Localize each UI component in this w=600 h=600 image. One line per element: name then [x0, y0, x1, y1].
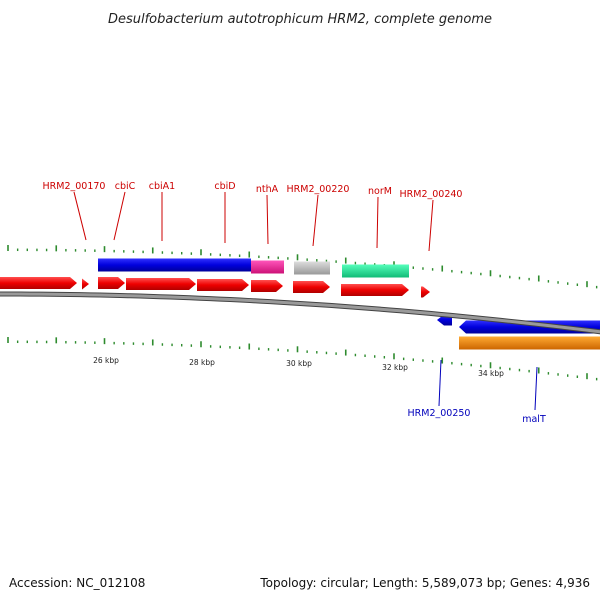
gene-label-text: HRM2_00170: [43, 181, 106, 192]
accession-label: Accession: NC_012108: [9, 576, 145, 590]
gene-label-text: malT: [522, 414, 546, 425]
gene-label-hrm2-00240[interactable]: HRM2_00240: [400, 189, 463, 252]
gene-label-norm[interactable]: norM: [368, 186, 392, 249]
backbone: [0, 291, 600, 335]
tick-label-32kbp: 32 kbp: [382, 363, 408, 372]
gene-feature-gray: [294, 261, 330, 275]
cds-arrow: [293, 281, 330, 293]
gene-label-text: cbiA1: [149, 181, 175, 192]
gene-label-malt[interactable]: malT: [522, 366, 546, 425]
gene-feature-blue-reverse: [459, 320, 600, 334]
gene-label-ntha[interactable]: nthA: [256, 184, 279, 245]
gene-label-text: norM: [368, 186, 392, 197]
cds-arrow: [421, 286, 430, 298]
map-title: Desulfobacterium autotrophicum HRM2, com…: [108, 12, 492, 27]
gene-label-hrm2-00220[interactable]: HRM2_00220: [287, 184, 350, 247]
gene-label-hrm2-00250[interactable]: HRM2_00250: [408, 359, 471, 419]
feature-arrows: [0, 258, 600, 350]
cds-arrow: [251, 280, 283, 292]
cds-arrow: [126, 278, 196, 290]
gene-label-cbid[interactable]: cbiD: [214, 181, 236, 243]
gene-feature-teal: [342, 264, 409, 278]
gene-label-text: nthA: [256, 184, 279, 195]
gene-label-text: cbiD: [214, 181, 235, 192]
tick-label-30kbp: 30 kbp: [286, 359, 312, 368]
cds-arrow: [98, 277, 125, 289]
tick-label-26kbp: 26 kbp: [93, 356, 119, 365]
backbone-line: [0, 292, 600, 334]
cds-arrow: [197, 279, 249, 291]
tick-label-28kbp: 28 kbp: [189, 358, 215, 367]
tick-marks: [7, 245, 598, 381]
gene-label-text: HRM2_00250: [408, 408, 471, 419]
gene-feature-magenta: [251, 260, 284, 274]
gene-label-text: HRM2_00240: [400, 189, 463, 200]
gene-label-cbic[interactable]: cbiC: [113, 181, 136, 241]
cds-arrow: [341, 284, 409, 296]
topology-label: Topology: circular; Length: 5,589,073 bp…: [259, 576, 590, 590]
cds-arrow: [0, 277, 77, 289]
cds-arrow: [82, 278, 89, 290]
gene-label-cbia1[interactable]: cbiA1: [149, 181, 175, 241]
gene-label-text: HRM2_00220: [287, 184, 350, 195]
tick-label-34kbp: 34 kbp: [478, 369, 504, 378]
gene-feature-blue: [98, 258, 251, 272]
gene-label-hrm2-00170[interactable]: HRM2_00170: [43, 181, 106, 241]
gene-label-text: cbiC: [115, 181, 136, 192]
gene-feature-orange: [459, 336, 600, 350]
